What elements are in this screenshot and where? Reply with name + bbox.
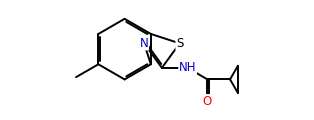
Text: N: N (140, 37, 149, 50)
Text: S: S (176, 37, 183, 50)
Text: O: O (203, 95, 212, 108)
Text: NH: NH (179, 61, 196, 74)
